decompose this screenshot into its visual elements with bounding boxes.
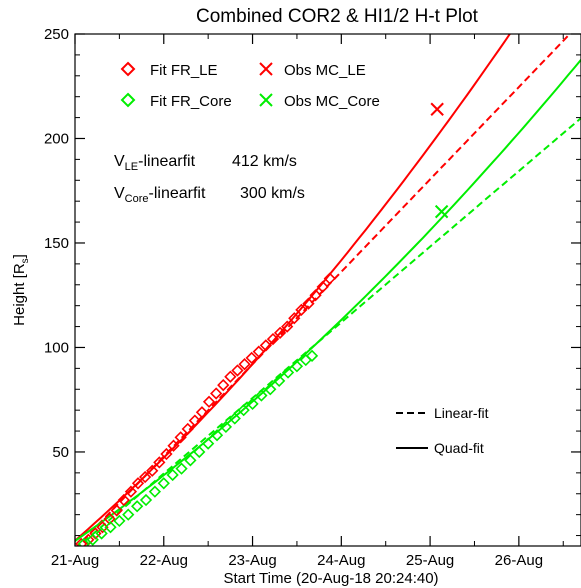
legend-marker-fit-fr-le — [120, 61, 136, 77]
point-fit-fr-core — [77, 537, 91, 546]
point-fit-fr-le — [202, 395, 216, 408]
x-tick-label: 24-Aug — [317, 552, 365, 569]
speed-le-annotation: VLE-linearfit 412 km/s — [114, 153, 297, 173]
point-fit-fr-le — [323, 272, 336, 285]
point-fit-fr-core — [166, 468, 179, 482]
legend-label-fit-fr-le: Fit FR_LE — [150, 62, 218, 79]
legend-label-fit-fr-core: Fit FR_Core — [150, 93, 232, 110]
point-fit-fr-le — [75, 537, 88, 546]
point-fit-fr-core — [157, 477, 170, 490]
fit-legend-linear-label: Linear-fit — [434, 405, 489, 421]
point-fit-fr-le — [153, 456, 166, 469]
point-fit-fr-core — [210, 429, 224, 442]
point-fit-fr-le — [195, 406, 209, 419]
point-fit-fr-le — [266, 332, 280, 346]
point-fit-fr-le — [146, 464, 159, 477]
point-fit-fr-le — [217, 378, 230, 392]
speed-core-annotation: VCore-linearfit 300 km/s — [114, 185, 305, 205]
x-axis-label: Start Time (20-Aug-18 20:24:40) — [223, 570, 438, 587]
y-tick-label: 200 — [44, 130, 69, 147]
point-fit-fr-core — [202, 437, 215, 450]
fit-lines — [75, 34, 581, 546]
point-fit-fr-le — [138, 470, 152, 484]
chart-title: Combined COR2 & HI1/2 H-t Plot — [196, 6, 479, 27]
point-fit-fr-le — [295, 303, 308, 316]
x-tick-label: 22-Aug — [140, 552, 188, 569]
x-tick-label: 23-Aug — [228, 552, 276, 569]
point-fit-fr-le — [117, 493, 130, 507]
point-fit-fr-le — [316, 280, 329, 293]
point-fit-fr-le — [245, 351, 258, 365]
y-axis-label: Height [Rs] — [11, 254, 31, 326]
point-fit-fr-core — [86, 533, 99, 546]
point-fit-fr-core — [122, 508, 135, 521]
x-tick-label: 21-Aug — [51, 552, 99, 569]
point-fit-fr-le — [224, 370, 237, 383]
point-fit-fr-le — [231, 364, 244, 377]
point-fit-fr-le — [188, 414, 201, 427]
point-fit-fr-le — [174, 431, 187, 444]
point-fit-fr-core — [219, 420, 233, 434]
point-obs-mc-core — [434, 204, 449, 219]
legend-marker-obs-mc-le — [259, 62, 273, 76]
point-fit-fr-le — [110, 504, 123, 517]
point-fit-fr-le — [238, 358, 251, 371]
point-fit-fr-core — [131, 500, 144, 513]
point-fit-fr-core — [255, 389, 268, 402]
point-fit-fr-le — [273, 326, 287, 339]
point-obs-mc-le — [430, 102, 444, 116]
y-tick-label: 100 — [44, 339, 69, 356]
point-fit-fr-le — [309, 289, 322, 302]
point-fit-fr-core — [184, 454, 197, 467]
point-fit-fr-core — [237, 404, 250, 417]
y-tick-label: 250 — [44, 26, 69, 43]
legend-label-obs-mc-core: Obs MC_Core — [284, 93, 380, 110]
point-fit-fr-core — [193, 445, 206, 459]
fit-legend-quad-label: Quad-fit — [434, 440, 484, 456]
fit-legend: Linear-fit Quad-fit — [396, 405, 489, 456]
point-fit-fr-le — [167, 439, 180, 452]
point-fit-fr-le — [210, 387, 223, 400]
point-fit-fr-le — [281, 320, 294, 333]
speed-annotations: VLE-linearfit 412 km/s VCore-linearfit 300… — [114, 153, 305, 205]
x-tick-label: 25-Aug — [406, 552, 454, 569]
point-fit-fr-core — [113, 514, 126, 528]
point-fit-fr-core — [139, 493, 153, 507]
data-points — [75, 102, 449, 546]
plot-frame — [74, 33, 581, 547]
point-fit-fr-le — [259, 339, 272, 352]
point-fit-fr-le — [124, 485, 138, 498]
point-fit-fr-core — [290, 360, 304, 373]
point-fit-fr-core — [104, 521, 117, 534]
point-fit-fr-core — [175, 462, 188, 475]
x-tick-label: 26-Aug — [495, 552, 543, 569]
point-fit-fr-core — [264, 383, 277, 396]
y-tick-label: 50 — [52, 444, 69, 461]
point-fit-fr-le — [252, 345, 265, 358]
point-fit-fr-le — [302, 297, 315, 310]
legend-label-obs-mc-le: Obs MC_LE — [284, 62, 366, 79]
point-fit-fr-le — [181, 422, 194, 436]
point-fit-fr-core — [273, 374, 286, 388]
point-fit-fr-le — [131, 477, 145, 490]
fit-line-le-quadratic — [75, 34, 512, 542]
point-fit-fr-core — [228, 412, 241, 425]
point-fit-fr-le — [96, 521, 109, 534]
point-fit-fr-le — [288, 312, 301, 325]
point-fit-fr-le — [160, 447, 173, 461]
point-fit-fr-core — [281, 366, 295, 379]
y-tick-label: 150 — [44, 235, 69, 252]
point-fit-fr-core — [246, 397, 259, 411]
legend-marker-fit-fr-core — [120, 92, 136, 108]
point-fit-fr-core — [305, 349, 319, 362]
series-legend: Fit FR_LE Obs MC_LE Fit FR_Core Obs MC_C… — [120, 61, 380, 110]
point-fit-fr-core — [148, 485, 162, 498]
legend-marker-obs-mc-core — [259, 93, 273, 107]
point-fit-fr-core — [95, 527, 108, 540]
fit-line-core-quadratic — [75, 59, 581, 542]
axis-ticks: 21-Aug 22-Aug 23-Aug 24-Aug 25-Aug 26-Aug 50 10… — [44, 26, 581, 569]
